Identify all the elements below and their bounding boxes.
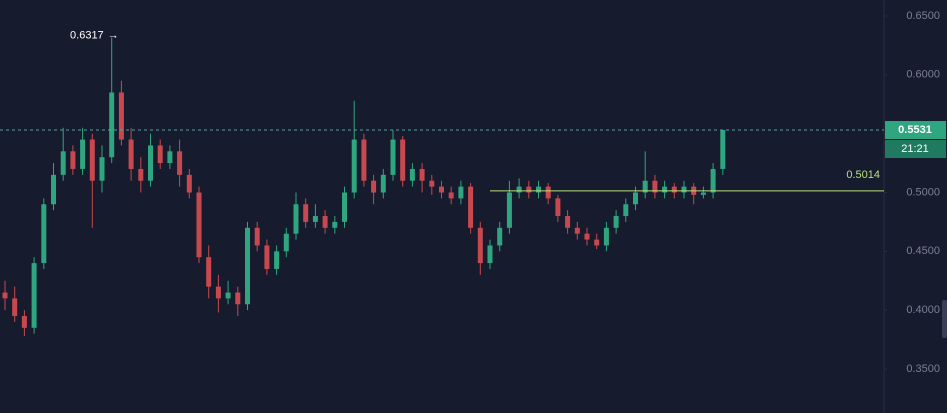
candle-body [283,233,289,252]
candle-body [642,180,648,193]
candle-body [361,139,367,181]
candle-body [623,204,629,217]
scroll-tab [942,300,947,338]
candle-body [409,168,415,181]
candle-body [312,216,318,222]
candle-body [186,174,192,193]
candle-body [506,192,512,228]
y-tick-label: 0.4500 [906,245,940,257]
candle-body [633,192,638,205]
candle-body [555,198,561,217]
candle-body [264,245,270,269]
candle-body [245,227,250,305]
countdown: 21:21 [901,143,929,155]
candle-body [448,192,454,199]
candle-body [710,168,716,193]
candle-body [332,221,338,228]
candle-body [351,139,357,193]
candle-body [109,92,115,158]
candle-body [584,233,590,240]
y-tick-label: 0.6000 [906,69,940,81]
candle-body [671,186,677,193]
price-label: 0.5531 [898,124,932,136]
candle-body [429,180,435,187]
candle-body [138,168,144,181]
y-tick-label: 0.5000 [906,186,940,198]
candle-body [206,257,212,287]
candle-body [487,245,493,264]
candle-body [225,292,231,299]
candle-body [89,139,95,181]
y-tick-label: 0.3500 [906,363,940,375]
candle-body [526,186,532,193]
candle-body [51,174,56,205]
candle-body [603,227,609,246]
candle-body [468,186,474,228]
candle-body [235,292,241,305]
candle-body [545,186,551,199]
candle-body [322,216,328,228]
candle-body [157,145,163,164]
candle-body [536,186,541,193]
candle-body [700,192,706,195]
candle-body [380,174,386,193]
candle-body [516,186,522,193]
candle-body [652,180,658,193]
candle-body [681,186,687,193]
arrow: → [108,29,119,41]
candle-body [720,130,726,169]
candle-body [31,263,37,328]
candle-body [662,186,668,193]
candle-body [574,227,580,234]
candle-body [477,227,483,264]
candle-body [70,151,76,169]
candle-body [254,227,260,246]
candle-body [497,227,503,246]
candle-body [41,204,47,264]
candle-body [419,168,425,181]
candle-body [293,204,299,234]
candle-body [371,180,377,193]
candle-body [274,251,280,269]
candle-body [565,216,571,228]
level-label: 0.5014 [846,169,880,181]
candle-body [342,192,347,222]
candle-body [177,151,183,175]
y-tick-label: 0.4000 [906,304,940,316]
candle-body [439,186,444,193]
high-label: 0.6317 [70,29,104,41]
y-tick-label: 0.6500 [906,10,940,22]
candle-body [148,145,153,181]
countdown-box [885,140,946,159]
candle-body [60,151,66,175]
candle-body [118,92,124,140]
candle-body [594,239,600,246]
candle-body [99,157,105,181]
candle-body [390,139,396,175]
candle-body [128,139,134,169]
candle-body [196,192,202,258]
candle-body [12,298,18,317]
candle-body [303,204,309,222]
candle-body [21,316,27,328]
price-box [885,121,946,140]
candle-body [400,139,406,181]
candle-body [613,216,619,228]
candle-body [2,292,8,299]
candle-body [80,139,86,169]
candle-body [167,151,173,164]
candle-body [215,286,221,299]
candle-body [458,186,464,199]
